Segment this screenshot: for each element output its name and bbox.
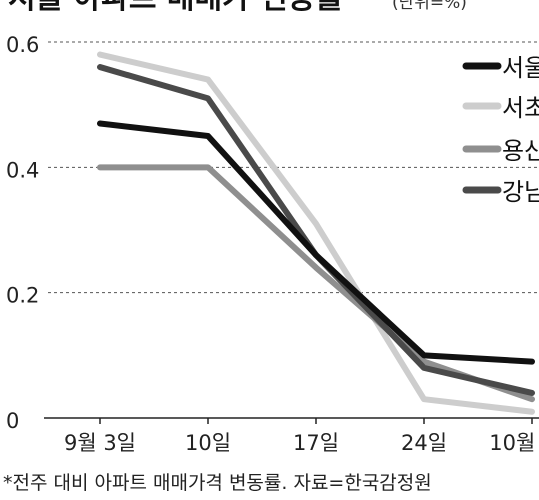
chart-title: 서울 아파트 매매가 변동률 (8, 0, 343, 16)
x-tick-label: 9월 3일 (64, 431, 136, 455)
legend-label: 서울 (502, 54, 539, 82)
series-line (97, 120, 535, 365)
footnote: *전주 대비 아파트 매매가격 변동률. 자료=한국감정원 (3, 472, 432, 494)
x-tick-label: 10일 (185, 431, 231, 455)
legend-label: 서초 (502, 94, 539, 122)
chart-unit: (단위=%) (392, 0, 467, 13)
y-tick-label: 0.4 (6, 158, 39, 182)
y-tick-label: 0.2 (6, 284, 39, 308)
x-tick-label: 24일 (401, 431, 447, 455)
series-line (97, 64, 535, 396)
series-line (97, 164, 535, 403)
y-tick-label: 0.6 (6, 33, 39, 57)
legend-label: 강남 (502, 178, 539, 206)
series-line (97, 51, 535, 415)
y-tick-label: 0 (6, 409, 19, 433)
x-tick-label: 17일 (293, 431, 339, 455)
axis-layer: 0 0.2 0.4 0.6 9월 3일 10일 17일 24일 10월 1일 (6, 33, 539, 455)
legend-label: 용산 (502, 137, 539, 165)
x-tick-label: 10월 1일 (489, 431, 539, 455)
series-layer (97, 51, 535, 415)
grid-layer (48, 41, 539, 294)
